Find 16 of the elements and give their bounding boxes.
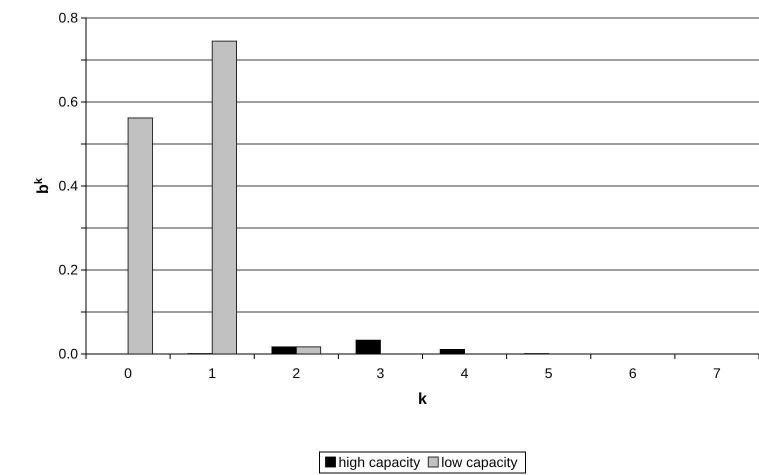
x-tick-label: 6 [628,365,637,381]
legend-label: high capacity [338,454,420,470]
legend-label: low capacity [441,454,518,470]
x-tick-label: 5 [544,365,553,381]
x-tick-label: 1 [208,365,216,381]
y-tick-label: 0.6 [58,93,78,110]
y-tick-label: 0.4 [58,177,78,194]
x-tick-label: 2 [292,365,300,381]
x-axis-title: k [418,391,428,408]
x-tick-label: 7 [713,365,722,381]
x-tick-label: 4 [460,365,469,381]
x-tick-label: 0 [124,365,132,381]
y-tick-label: 0.8 [58,9,78,26]
x-tick-label: 3 [376,365,385,381]
y-tick-label: 0.0 [58,345,78,362]
y-tick-label: 0.2 [58,261,78,278]
